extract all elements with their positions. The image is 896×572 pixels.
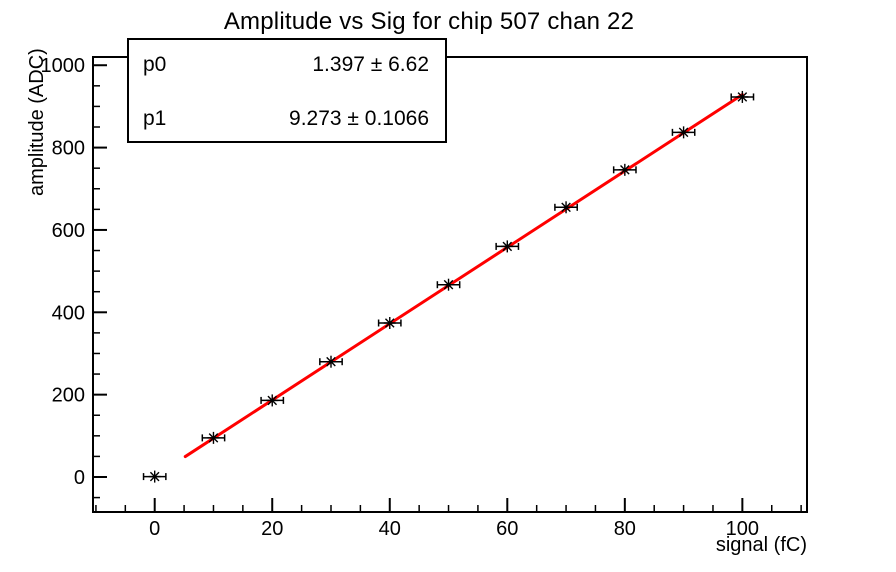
y-tick-label: 400 [52,302,85,324]
data-point [671,126,696,139]
star-marker-arm [502,241,513,252]
fit-line [183,93,744,459]
y-tick-label: 600 [52,220,85,242]
star-marker-arm [384,318,395,328]
data-point [554,201,578,214]
stat-param-name: p1 [143,107,167,130]
data-point [730,90,755,103]
x-tick-label: 40 [379,518,401,540]
star-marker-arm [561,202,571,213]
stat-row-p0: p0 1.397 ± 6.62 [143,53,429,77]
y-tick-label: 800 [52,138,85,160]
star-marker-arm [678,127,689,138]
stat-param-value: 9.273 ± 0.1066 [289,107,429,130]
y-tick-label: 200 [52,385,85,407]
star-marker-arm [443,279,454,290]
plot-frame [92,56,808,513]
star-marker-arm [620,165,630,175]
x-tick-label: 80 [614,518,636,540]
star-marker-arm [208,433,219,443]
x-axis-title: signal (fC) [715,534,807,556]
page-title: Amplitude vs Sig for chip 507 chan 22 [223,8,635,35]
stat-param-value: 1.397 ± 6.62 [312,53,429,76]
star-marker-arm [267,395,278,406]
data-point [260,394,285,407]
stat-row-p1: p1 9.273 ± 0.1066 [143,107,429,131]
data-point [612,163,637,176]
y-axis-title: amplitude (ADC) [26,48,48,196]
y-tick-label: 1000 [41,55,86,77]
data-point [142,470,167,483]
star-marker-arm [326,356,336,367]
data-point [319,355,343,368]
data-point [436,278,461,291]
x-tick-label: 100 [726,518,759,540]
x-tick-label: 60 [496,518,518,540]
star-marker-arm [737,92,748,102]
stat-param-name: p0 [143,53,167,76]
star-marker-arm [149,471,160,482]
x-tick-label: 0 [149,518,160,540]
data-point [377,317,402,329]
data-point [201,431,226,444]
data-point [495,240,520,253]
fit-stats-box: p0 1.397 ± 6.62 p1 9.273 ± 0.1066 [127,38,447,143]
y-tick-label: 0 [74,467,85,489]
x-tick-label: 20 [261,518,283,540]
